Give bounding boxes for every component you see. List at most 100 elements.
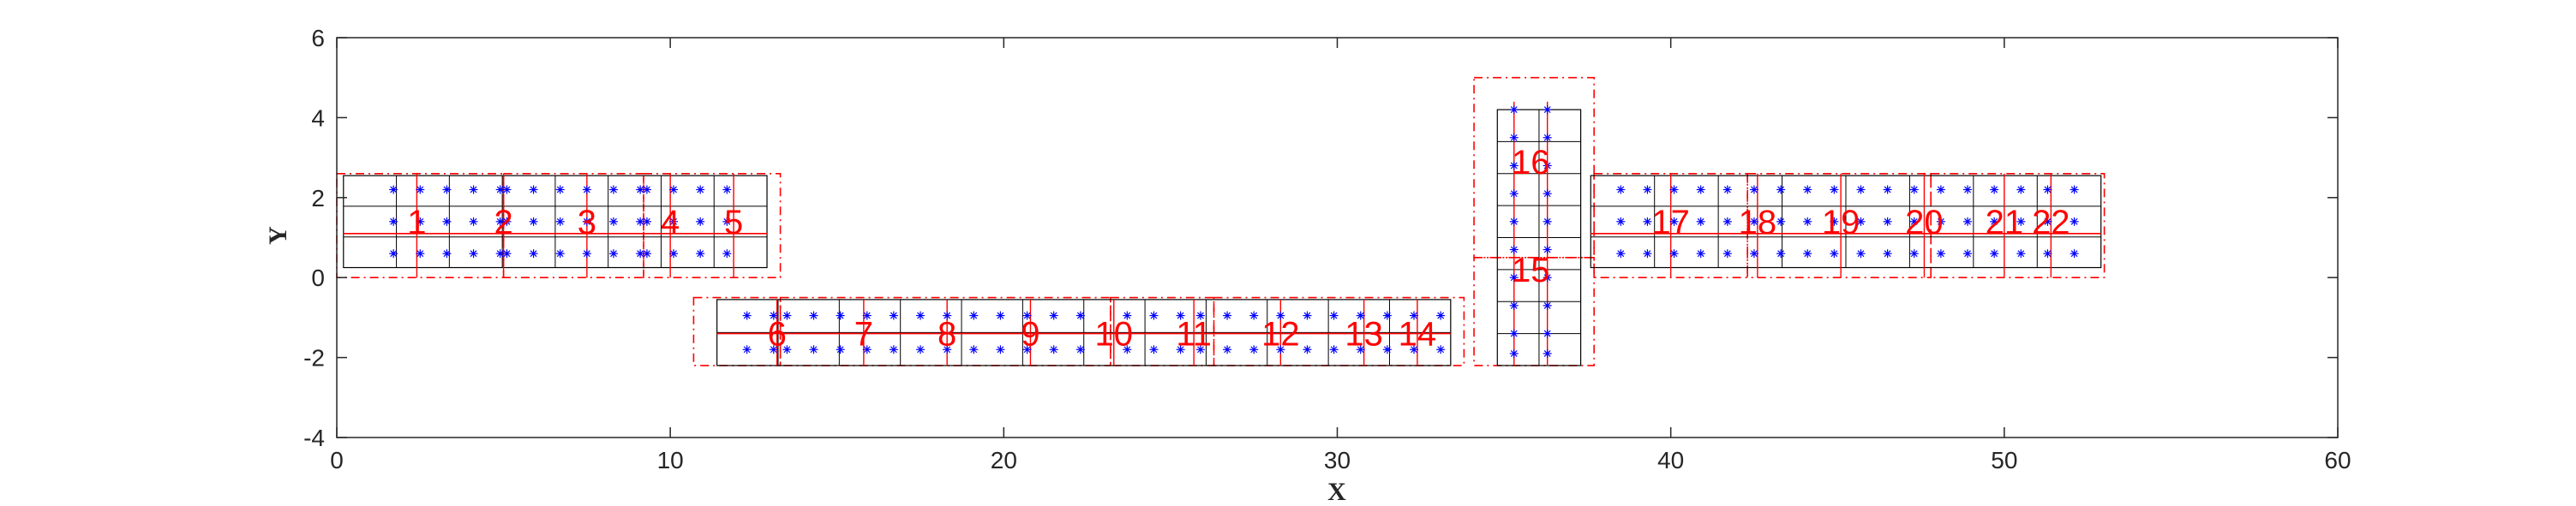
scatter-point: [1303, 345, 1312, 354]
scatter-point: [1176, 311, 1185, 320]
y-tick-label: 4: [311, 104, 325, 131]
scatter-point: [809, 345, 818, 354]
point-stroke: [2017, 186, 2025, 193]
scatter-point: [1356, 311, 1365, 320]
scatter-point: [1803, 185, 1812, 194]
point-stroke: [1250, 312, 1258, 319]
scatter-point: [1509, 348, 1519, 358]
point-stroke: [1617, 186, 1625, 193]
point-stroke: [1023, 312, 1031, 319]
point-stroke: [1543, 190, 1551, 198]
scatter-point: [1436, 345, 1446, 354]
scatter-point: [1543, 301, 1552, 310]
scatter-point: [1616, 185, 1626, 194]
scatter-point: [1276, 345, 1285, 354]
region-label: 3: [578, 204, 596, 241]
point-stroke: [1910, 217, 1918, 225]
scatter-point: [609, 217, 619, 226]
point-stroke: [416, 217, 424, 225]
scatter-point: [1509, 133, 1519, 142]
scatter-point: [442, 185, 452, 194]
scatter-point: [1696, 217, 1705, 226]
region-label: 22: [2032, 204, 2070, 241]
point-stroke: [2044, 217, 2052, 225]
scatter-point: [1909, 217, 1919, 226]
point-stroke: [1670, 250, 1678, 258]
scatter-point: [1696, 185, 1705, 194]
region-dashed-box: [1213, 296, 1465, 366]
point-stroke: [503, 186, 511, 193]
point-stroke: [610, 217, 617, 225]
scatter-point: [1776, 249, 1786, 259]
point-stroke: [1644, 186, 1651, 193]
scatter-point: [1022, 345, 1032, 354]
scatter-point: [582, 185, 591, 194]
scatter-point: [469, 217, 478, 226]
region-label: 8: [938, 316, 956, 354]
point-stroke: [723, 250, 731, 258]
point-stroke: [583, 250, 590, 258]
point-stroke: [2017, 217, 2025, 225]
point-stroke: [1857, 250, 1865, 258]
point-stroke: [644, 250, 650, 258]
scatter-point: [1909, 185, 1919, 194]
scatter-point: [1249, 311, 1259, 320]
point-stroke: [1884, 217, 1891, 225]
point-stroke: [1383, 346, 1391, 354]
region-label: 16: [1512, 144, 1550, 182]
scatter-point: [389, 217, 398, 226]
scatter-point: [1669, 249, 1679, 259]
scatter-point: [969, 345, 979, 354]
scatter-point: [582, 217, 591, 226]
point-stroke: [1330, 312, 1338, 319]
point-stroke: [443, 186, 451, 193]
point-stroke: [1076, 312, 1084, 319]
point-stroke: [697, 186, 704, 193]
region-dashed-box: [643, 172, 782, 278]
point-stroke: [1023, 346, 1031, 354]
scatter-point: [1509, 217, 1519, 226]
point-stroke: [1543, 134, 1551, 141]
scatter-point: [502, 249, 512, 259]
point-stroke: [1723, 250, 1731, 258]
scatter-point: [1963, 249, 1973, 259]
point-stroke: [1050, 312, 1057, 319]
scatter-point: [836, 311, 845, 320]
scatter-point: [416, 217, 425, 226]
point-stroke: [1777, 186, 1785, 193]
point-stroke: [917, 346, 924, 354]
y-axis-label: Y: [264, 226, 292, 245]
region-dashed-box: [1473, 76, 1595, 259]
point-stroke: [944, 346, 951, 354]
point-stroke: [1910, 250, 1918, 258]
region-label: 18: [1739, 204, 1777, 241]
scatter-point: [1123, 345, 1132, 354]
point-stroke: [1510, 301, 1518, 309]
point-stroke: [1777, 217, 1785, 225]
point-stroke: [556, 186, 564, 193]
point-stroke: [1510, 134, 1518, 141]
region-dashed-box: [502, 172, 644, 278]
point-stroke: [1723, 217, 1731, 225]
scatter-point: [722, 185, 732, 194]
point-stroke: [1543, 162, 1551, 170]
scatter-point: [1722, 185, 1732, 194]
point-stroke: [890, 312, 897, 319]
y-tick-label: 2: [311, 185, 325, 211]
scatter-point: [1195, 345, 1205, 354]
point-stroke: [1777, 250, 1785, 258]
region-label: 9: [1021, 316, 1039, 354]
scatter-point: [1990, 249, 1999, 259]
point-stroke: [1250, 346, 1258, 354]
x-tick-label: 0: [330, 447, 344, 473]
scatter-point: [1990, 185, 1999, 194]
point-stroke: [1910, 186, 1918, 193]
point-stroke: [1804, 250, 1812, 258]
scatter-point: [889, 311, 898, 320]
scatter-point: [742, 311, 752, 320]
scatter-point: [1543, 245, 1552, 254]
point-stroke: [530, 250, 537, 258]
scatter-point: [1909, 249, 1919, 259]
scatter-point: [469, 185, 478, 194]
point-stroke: [1644, 250, 1651, 258]
